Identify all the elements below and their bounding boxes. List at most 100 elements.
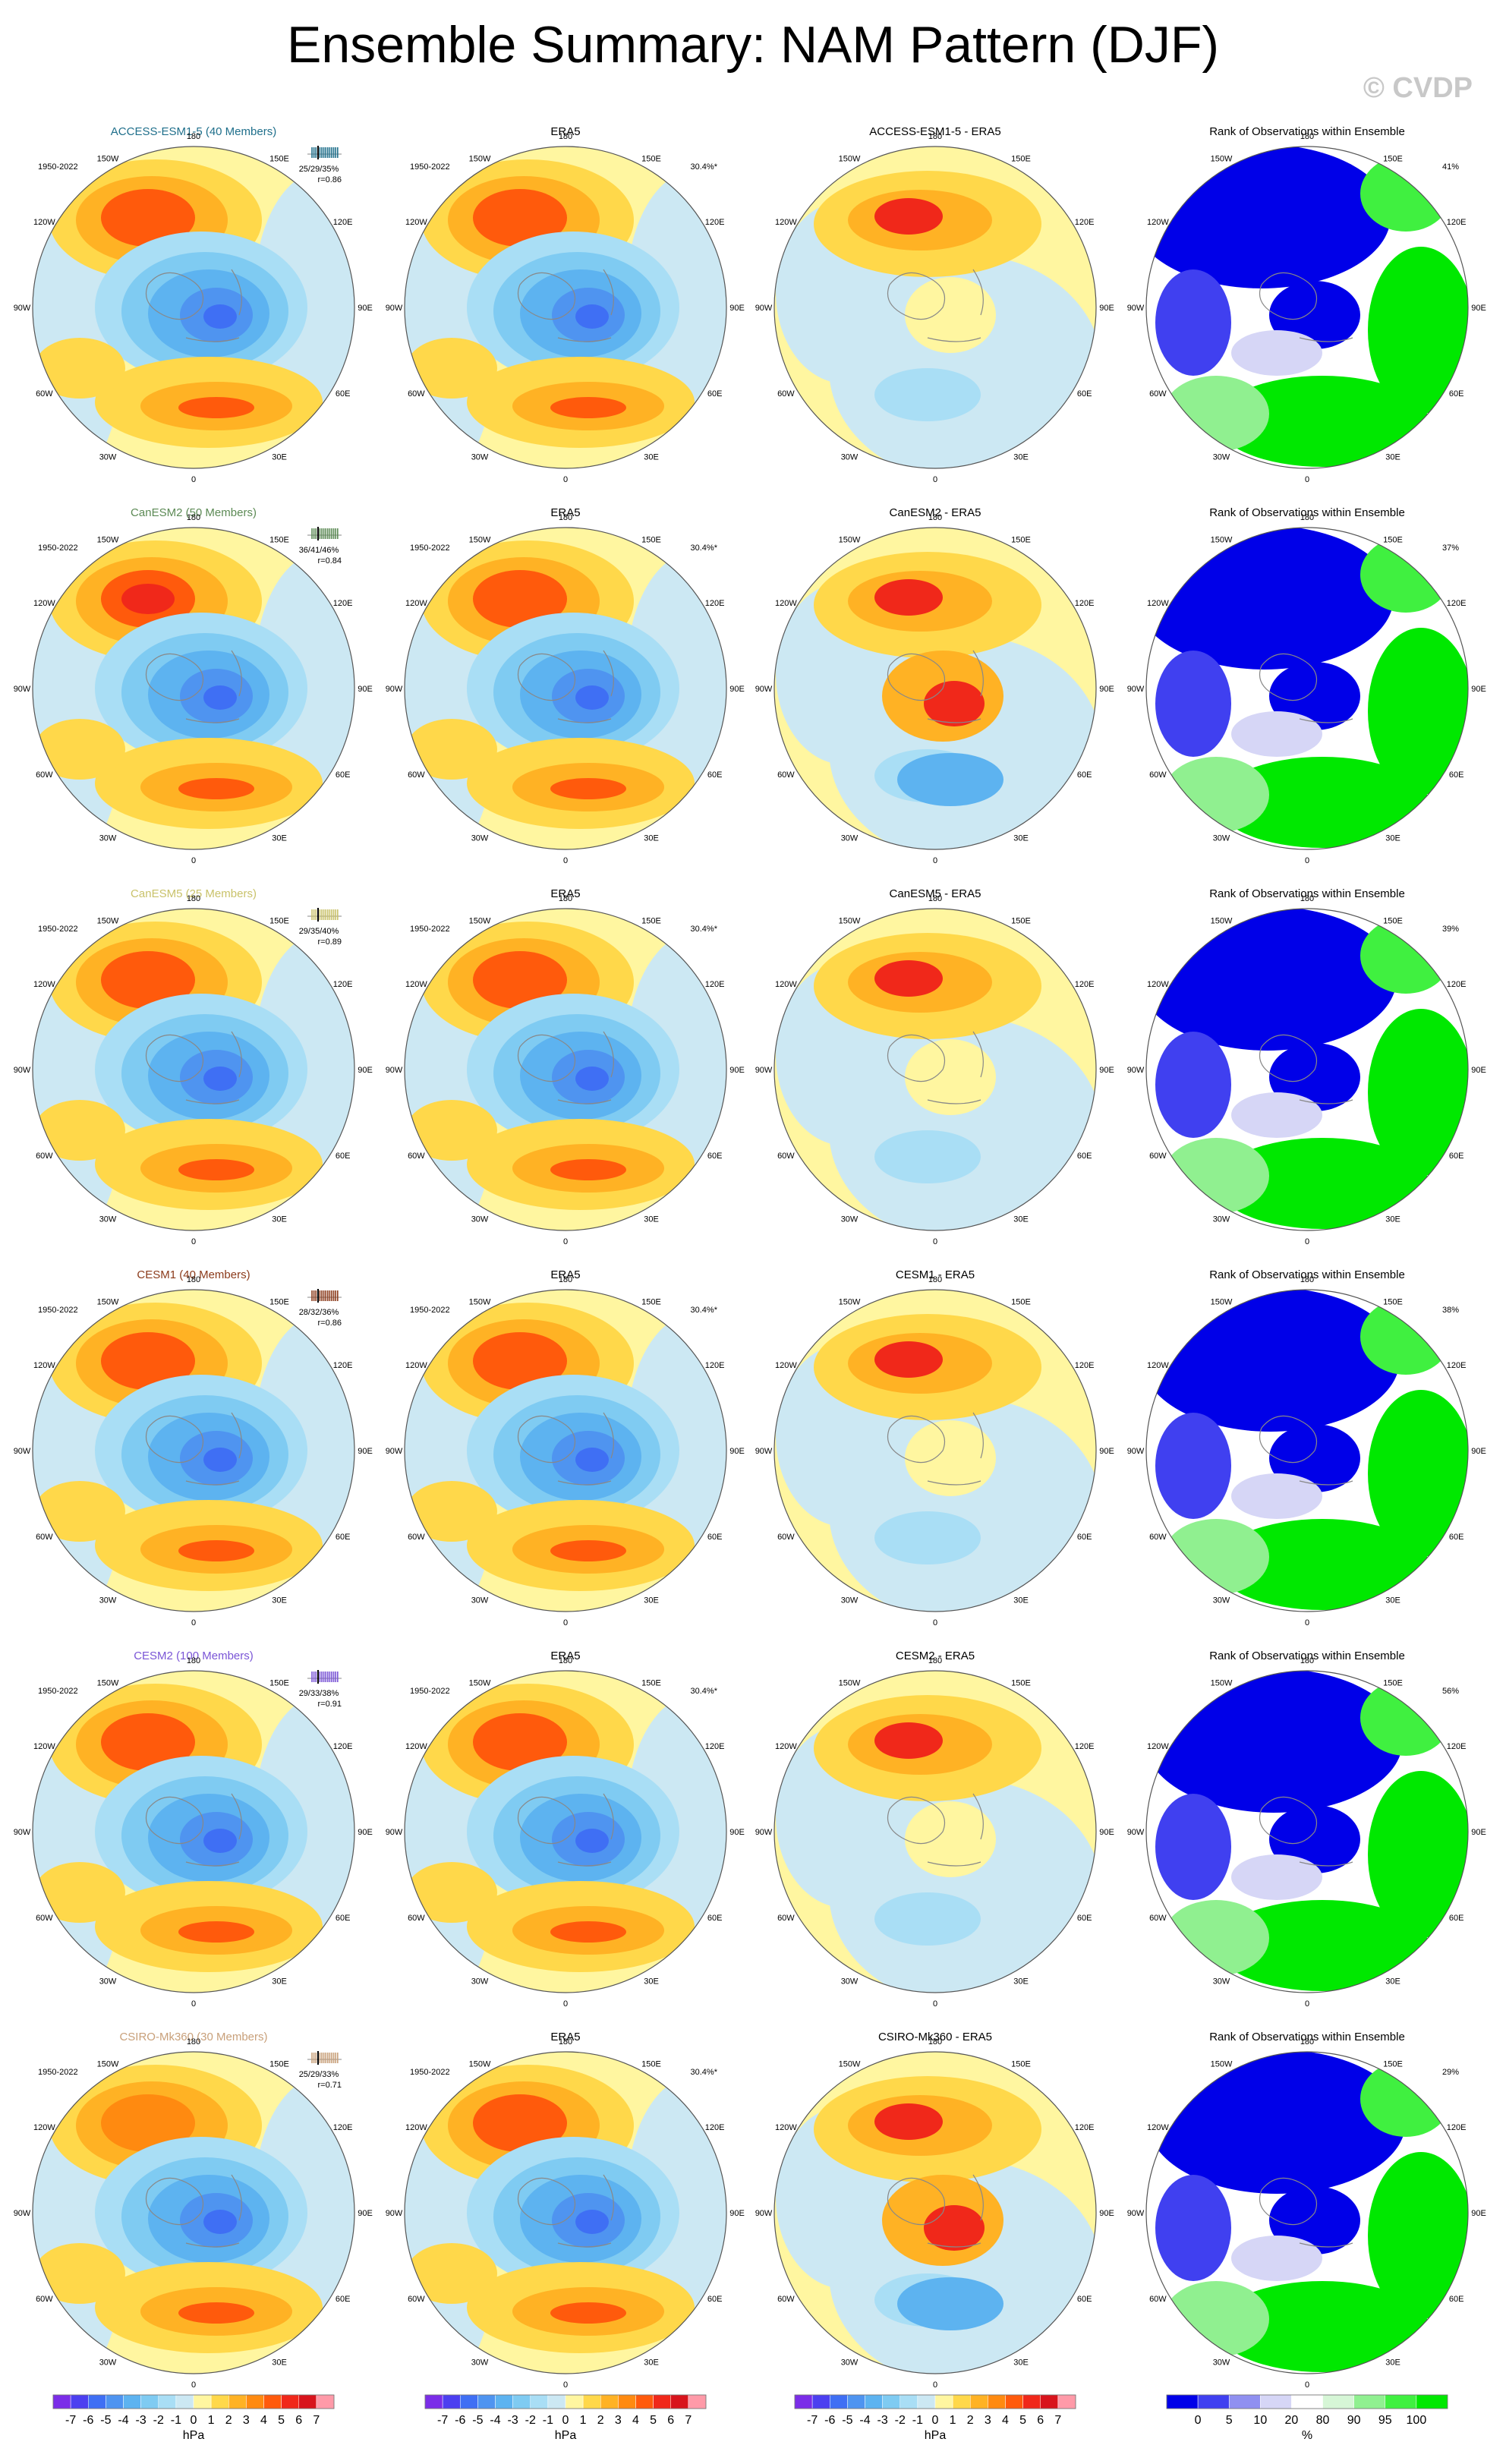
longitude-label: 90W xyxy=(755,1066,773,1075)
positive-anomaly xyxy=(473,951,567,1009)
colorbar-tick-label: -3 xyxy=(136,2414,147,2427)
colorbar-swatch xyxy=(952,2394,971,2409)
positive-anomaly xyxy=(101,189,195,247)
coastline xyxy=(517,1031,614,1104)
longitude-label: 90W xyxy=(1127,304,1145,313)
longitude-label: 180 xyxy=(187,513,200,522)
colorbar-swatch xyxy=(565,2394,584,2409)
rank-low xyxy=(1148,2052,1406,2194)
coastline xyxy=(145,1031,242,1104)
longitude-label: 60W xyxy=(777,389,795,399)
longitude-label: 0 xyxy=(933,1618,937,1627)
rank-map xyxy=(1146,1290,1468,1612)
map-field xyxy=(405,2052,726,2374)
longitude-label: 120W xyxy=(405,980,427,989)
colorbar-tick-label: 5 xyxy=(1226,2414,1233,2427)
longitude-label: 60W xyxy=(1149,1152,1167,1161)
longitude-label: 180 xyxy=(187,1275,200,1284)
longitude-label: 90E xyxy=(1471,2209,1486,2218)
longitude-label: 150E xyxy=(1011,1678,1031,1687)
pattern-correlation: r=0.71 xyxy=(318,2081,342,2090)
longitude-label: 120W xyxy=(775,980,797,989)
longitude-label: 60E xyxy=(336,770,351,780)
map-field xyxy=(33,147,354,468)
rank-panel-title: Rank of Observations within Ensemble xyxy=(1209,887,1405,900)
longitude-label: 150E xyxy=(269,1297,289,1306)
colorbar-tick-label: 4 xyxy=(260,2414,267,2427)
longitude-label: 60E xyxy=(336,1914,351,1923)
map-field xyxy=(405,1671,726,1993)
difference-panel-title: ACCESS-ESM1-5 - ERA5 xyxy=(869,125,1000,138)
colorbar-swatch xyxy=(477,2394,496,2409)
colorbar-tick-label: 6 xyxy=(295,2414,302,2427)
positive-anomaly xyxy=(874,960,943,997)
colorbar-tick-label: 6 xyxy=(667,2414,674,2427)
longitude-label: 150E xyxy=(269,535,289,544)
longitude-label: 0 xyxy=(191,2381,196,2390)
colorbar-swatch xyxy=(688,2394,707,2409)
map-boundary xyxy=(1145,146,1469,469)
positive-anomaly xyxy=(550,2302,626,2324)
longitude-label: 0 xyxy=(1305,1999,1309,2009)
colorbar-tick-label: 95 xyxy=(1378,2414,1392,2427)
longitude-label: 30E xyxy=(644,1215,659,1224)
longitude-label: 60W xyxy=(777,770,795,780)
positive-anomaly xyxy=(473,570,567,628)
colorbar-tick-label: -2 xyxy=(525,2414,536,2427)
pattern-stats: 28/32/36% xyxy=(299,1308,339,1317)
colorbar-swatch xyxy=(88,2394,106,2409)
colorbar-tick-label: -3 xyxy=(877,2414,888,2427)
rank-mid xyxy=(1231,711,1322,757)
map-boundary xyxy=(32,2051,355,2374)
model-colorbar: -7 -6 -5 -4 -3 -2 -1 0 1 2 3 4 5 6 7 hPa xyxy=(52,2394,335,2442)
map-field xyxy=(774,528,1096,849)
colorbar-tick-label: -2 xyxy=(895,2414,906,2427)
longitude-label: 90E xyxy=(1099,685,1114,694)
longitude-label: 30E xyxy=(1013,453,1029,462)
pattern-stats: 25/29/35% xyxy=(299,165,339,174)
longitude-label: 150W xyxy=(469,1297,491,1306)
longitude-label: 30W xyxy=(841,453,859,462)
period-label: 1950-2022 xyxy=(410,162,450,172)
longitude-label: 90E xyxy=(1099,304,1114,313)
longitude-label: 60W xyxy=(36,1533,53,1542)
longitude-label: 120E xyxy=(705,980,725,989)
longitude-label: 150E xyxy=(1383,916,1403,925)
longitude-label: 90E xyxy=(358,1066,373,1075)
longitude-label: 60E xyxy=(707,389,723,399)
colorbar-swatch xyxy=(263,2394,282,2409)
rank-low xyxy=(1146,909,1397,1051)
map-field xyxy=(33,1671,354,1993)
longitude-label: 60W xyxy=(777,1914,795,1923)
period-label: 1950-2022 xyxy=(410,1306,450,1315)
coastline xyxy=(1259,1415,1353,1486)
longitude-label: 0 xyxy=(933,475,937,484)
longitude-label: 90E xyxy=(1471,1828,1486,1837)
colorbar-swatch xyxy=(298,2394,317,2409)
negative-anomaly xyxy=(203,2210,237,2234)
map-boundary xyxy=(773,1670,1097,1993)
panel-row: CSIRO-Mk360 (30 Members) 1950-2022 25/29/3… xyxy=(14,2031,1486,2390)
longitude-label: 60W xyxy=(1149,1533,1167,1542)
longitude-label: 60E xyxy=(1449,1533,1464,1542)
colorbar-swatch xyxy=(1260,2394,1292,2409)
period-label: 1950-2022 xyxy=(410,544,450,553)
rank-low xyxy=(1155,651,1231,757)
coastline xyxy=(1259,1034,1353,1104)
coastline xyxy=(517,650,614,723)
longitude-label: 150W xyxy=(97,1297,119,1306)
positive-anomaly xyxy=(406,1862,497,1923)
longitude-label: 120E xyxy=(333,599,353,608)
positive-anomaly xyxy=(101,2094,195,2152)
longitude-label: 90W xyxy=(755,685,773,694)
positive-anomaly xyxy=(473,1332,567,1390)
rank-panel: Rank of Observations within Ensemble 38% 1… xyxy=(1127,1268,1486,1627)
colorbar-tick-label: 7 xyxy=(685,2414,692,2427)
colorbar-swatch xyxy=(882,2394,900,2409)
coastline xyxy=(145,2174,242,2248)
longitude-label: 120E xyxy=(1447,980,1467,989)
longitude-label: 30W xyxy=(841,1215,859,1224)
model-panel: ACCESS-ESM1-5 (40 Members) 1950-2022 25/29… xyxy=(14,125,373,484)
longitude-label: 150W xyxy=(469,154,491,163)
longitude-label: 90W xyxy=(755,2209,773,2218)
